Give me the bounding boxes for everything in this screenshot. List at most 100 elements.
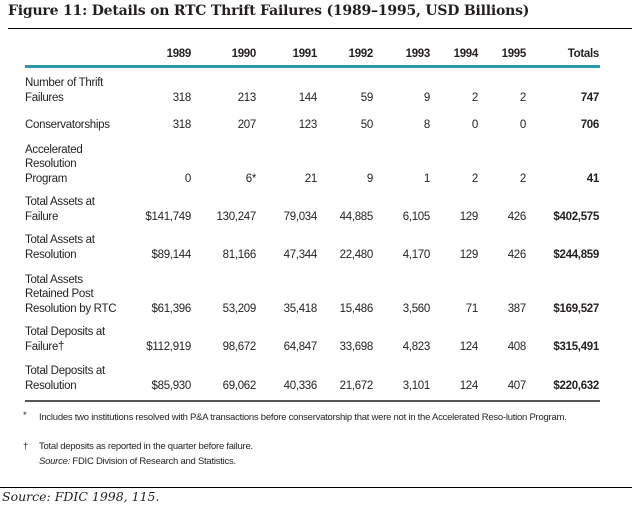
value-cell: 64,847 (283, 340, 318, 353)
value-cell: 69,062 (222, 379, 257, 392)
value-cell: 71 (465, 302, 479, 315)
total-cell: $315,491 (553, 340, 599, 353)
value-cell: 2 (471, 91, 478, 104)
table-source-note: Source: FDIC Division of Research and St… (39, 455, 599, 470)
value-cell: 21,672 (339, 379, 374, 392)
column-header: 1995 (501, 47, 527, 60)
header-rule (25, 65, 600, 68)
total-cell: 41 (586, 172, 600, 185)
value-cell: 213 (237, 91, 257, 104)
value-cell: 3,560 (402, 302, 431, 315)
value-cell: 6,105 (402, 210, 431, 223)
row-label-line: Total Deposits at (25, 326, 105, 338)
row-label-line: Resolution (25, 248, 77, 261)
table-bottom-rule (25, 400, 600, 402)
value-cell: 426 (507, 248, 527, 261)
total-cell: $244,859 (553, 248, 599, 261)
value-cell: 81,166 (222, 248, 257, 261)
value-cell: 40,336 (283, 379, 318, 392)
value-cell: 0 (184, 172, 191, 185)
source-text: FDIC Division of Research and Statistics… (70, 456, 236, 467)
value-cell: 35,418 (283, 302, 318, 315)
value-cell: 9 (366, 172, 373, 185)
value-cell: 33,698 (339, 340, 374, 353)
row-label-line: Total Assets (25, 273, 83, 286)
value-cell: 408 (507, 340, 527, 353)
value-cell: 21 (304, 172, 318, 185)
value-cell: 3,101 (402, 379, 431, 392)
row-label: Total Deposits at Resolution (25, 364, 155, 393)
figure-title: Figure 11: Details on RTC Thrift Failure… (8, 3, 530, 19)
value-cell: 129 (459, 248, 479, 261)
row-label-line: Resolution (25, 379, 77, 392)
row-label-line: Accelerated (25, 143, 83, 156)
row-label: Number of Thrift Failures (25, 76, 155, 105)
row-label-line: Conservatorships (25, 118, 110, 131)
value-cell: $85,930 (151, 379, 192, 392)
value-cell: 47,344 (283, 248, 318, 261)
column-header: 1993 (405, 47, 431, 60)
value-cell: 129 (459, 210, 479, 223)
value-cell: 59 (360, 91, 374, 104)
total-cell: 706 (580, 118, 600, 131)
value-cell: 4,170 (402, 248, 431, 261)
column-header: 1989 (166, 47, 192, 60)
row-label-line: Resolution by RTC (25, 302, 117, 315)
row-label-line: Failures (25, 91, 64, 104)
row-label-line: Number of Thrift (25, 77, 104, 89)
value-cell: 124 (459, 379, 479, 392)
row-label: Accelerated Resolution Program (25, 143, 155, 187)
value-cell: 79,034 (283, 210, 318, 223)
total-cell: 747 (580, 91, 600, 104)
value-cell: 0 (471, 118, 478, 131)
value-cell: $89,144 (151, 248, 192, 261)
row-label-line: Total Deposits at (25, 365, 105, 377)
value-cell: 15,486 (339, 302, 374, 315)
row-label: Total Assets Retained Post Resolution by R… (25, 273, 155, 317)
value-cell: 123 (298, 118, 318, 131)
value-cell: 98,672 (222, 340, 257, 353)
value-cell: 318 (172, 91, 192, 104)
value-cell: 6* (245, 172, 257, 185)
total-cell: $220,632 (553, 379, 599, 392)
value-cell: $112,919 (146, 340, 191, 353)
value-cell: 144 (298, 91, 318, 104)
title-rule (8, 28, 632, 29)
row-label: Total Deposits at Failure† (25, 325, 155, 354)
value-cell: $61,396 (151, 302, 192, 315)
row-label: Total Assets at Failure (25, 195, 155, 224)
footnote-star: Includes two institutions resolved with … (39, 412, 567, 423)
row-label: Total Assets at Resolution (25, 233, 155, 262)
row-label-line: Failure (25, 210, 59, 223)
value-cell: 8 (423, 118, 430, 131)
value-cell: 4,823 (402, 340, 431, 353)
value-cell: 387 (507, 302, 527, 315)
figure-source: Source: FDIC 1998, 115. (2, 489, 160, 504)
bottom-rule (0, 487, 632, 488)
row-label: Conservatorships (25, 118, 155, 133)
value-cell: 407 (507, 379, 527, 392)
column-header: 1991 (292, 47, 318, 60)
value-cell: 2 (471, 172, 478, 185)
row-label-line: Retained Post (25, 288, 94, 300)
value-cell: 426 (507, 210, 527, 223)
value-cell: 1 (423, 172, 430, 185)
value-cell: 22,480 (339, 248, 374, 261)
column-header: 1990 (231, 47, 257, 60)
value-cell: 2 (519, 91, 526, 104)
column-header: 1994 (453, 47, 479, 60)
value-cell: 2 (519, 172, 526, 185)
footnote-dagger: Total deposits as reported in the quarte… (39, 441, 253, 452)
value-cell: 9 (423, 91, 430, 104)
row-label-line: Program (25, 172, 67, 185)
footnote-dagger-mark: † (23, 441, 29, 452)
row-label-line: Resolution (25, 158, 77, 170)
value-cell: 44,885 (339, 210, 374, 223)
value-cell: 207 (237, 118, 257, 131)
source-label: Source: (39, 456, 70, 467)
column-header: 1992 (348, 47, 374, 60)
value-cell: 124 (459, 340, 479, 353)
total-cell: $402,575 (553, 210, 599, 223)
value-cell: 50 (360, 118, 374, 131)
row-label-line: Total Assets at (25, 196, 95, 208)
